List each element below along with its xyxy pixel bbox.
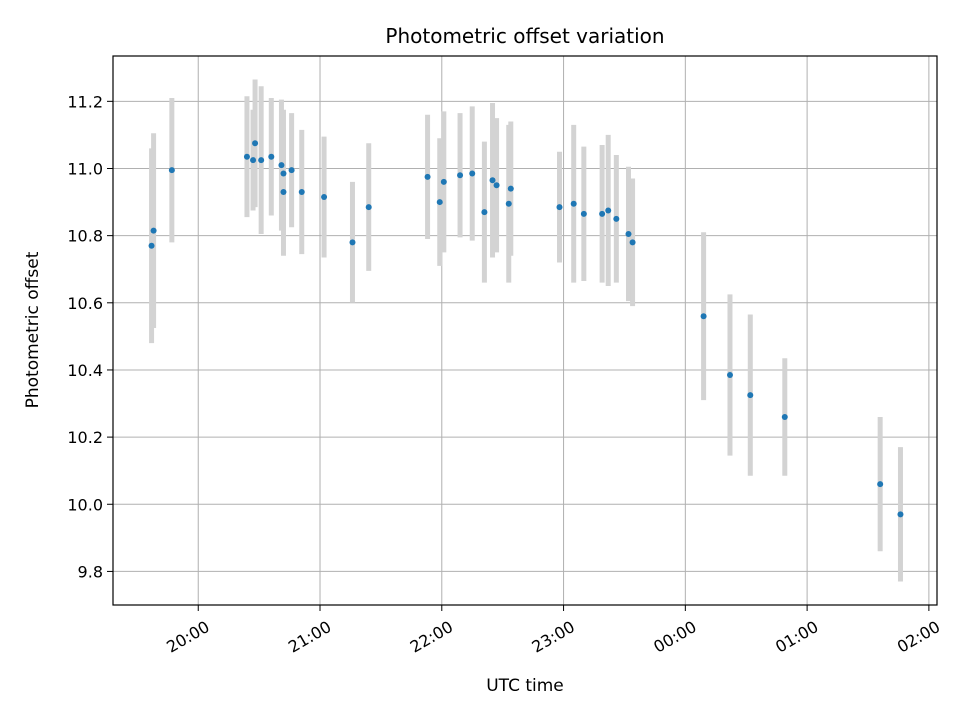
data-point bbox=[298, 188, 305, 195]
chart-title: Photometric offset variation bbox=[385, 24, 664, 48]
data-point bbox=[168, 167, 175, 174]
x-tick-label: 20:00 bbox=[163, 617, 212, 657]
x-tick-label: 01:00 bbox=[772, 617, 821, 657]
plot-frame bbox=[112, 55, 938, 606]
data-point bbox=[280, 170, 287, 177]
data-point bbox=[613, 215, 620, 222]
data-point bbox=[505, 200, 512, 207]
y-tick-label: 10.4 bbox=[67, 361, 103, 380]
data-point bbox=[481, 209, 488, 216]
data-point bbox=[897, 511, 904, 518]
y-tick-label: 10.0 bbox=[67, 495, 103, 514]
data-point bbox=[321, 194, 328, 201]
y-tick-label: 10.2 bbox=[67, 428, 103, 447]
data-point bbox=[250, 157, 257, 164]
data-point bbox=[436, 199, 443, 206]
data-point bbox=[424, 173, 431, 180]
data-point bbox=[280, 188, 287, 195]
x-tick-label: 00:00 bbox=[650, 617, 699, 657]
data-point bbox=[252, 140, 259, 147]
data-point bbox=[877, 481, 884, 488]
x-axis-label: UTC time bbox=[486, 676, 564, 696]
data-point bbox=[469, 170, 476, 177]
x-tick-label: 21:00 bbox=[285, 617, 334, 657]
data-point bbox=[726, 371, 733, 378]
y-tick-label: 11.0 bbox=[67, 159, 103, 178]
y-tick-label: 10.8 bbox=[67, 227, 103, 246]
data-point bbox=[150, 227, 157, 234]
data-point bbox=[440, 178, 447, 185]
data-point bbox=[747, 392, 754, 399]
data-point bbox=[148, 242, 155, 249]
data-point bbox=[556, 204, 563, 211]
data-point bbox=[629, 239, 636, 246]
data-point bbox=[570, 200, 577, 207]
data-point bbox=[625, 230, 632, 237]
x-tick-label: 22:00 bbox=[407, 617, 456, 657]
data-point bbox=[268, 153, 275, 160]
y-tick-label: 9.8 bbox=[78, 562, 103, 581]
data-point bbox=[258, 157, 265, 164]
y-axis-ticks: 9.8 10.0 10.2 10.4 10.6 10.8 11.0 11.2 bbox=[67, 92, 113, 581]
data-point bbox=[700, 313, 707, 320]
y-axis-label: Photometric offset bbox=[23, 251, 43, 408]
y-tick-label: 11.2 bbox=[67, 92, 103, 111]
x-tick-label: 02:00 bbox=[894, 617, 943, 657]
data-point bbox=[599, 210, 606, 217]
data-point bbox=[278, 162, 285, 169]
data-points bbox=[148, 140, 904, 518]
data-point bbox=[349, 239, 356, 246]
data-point bbox=[489, 177, 496, 184]
x-axis-ticks: 20:00 21:00 22:00 23:00 00:00 01:00 02:00 bbox=[163, 605, 943, 657]
data-point bbox=[781, 413, 788, 420]
x-tick-label: 23:00 bbox=[529, 617, 578, 657]
data-point bbox=[580, 210, 587, 217]
data-point bbox=[605, 207, 612, 214]
data-point bbox=[493, 182, 500, 189]
grid-lines bbox=[113, 56, 937, 605]
y-tick-label: 10.6 bbox=[67, 294, 103, 313]
data-point bbox=[288, 167, 295, 174]
data-point bbox=[243, 153, 250, 160]
data-point bbox=[457, 172, 464, 179]
data-point bbox=[507, 185, 514, 192]
plot-background bbox=[113, 56, 937, 605]
data-point bbox=[365, 204, 372, 211]
